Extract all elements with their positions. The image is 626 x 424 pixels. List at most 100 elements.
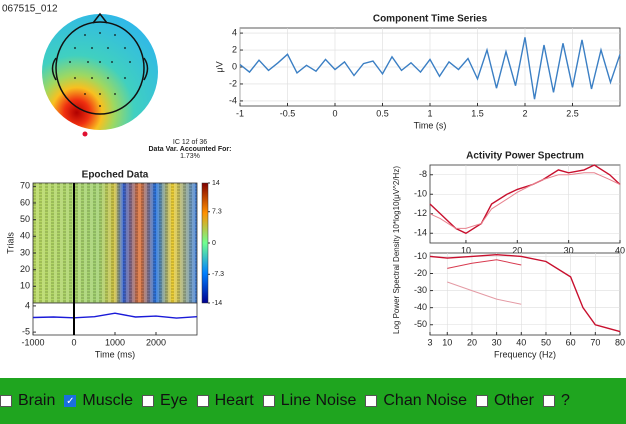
chart-title: Component Time Series: [373, 14, 488, 25]
plot-frame: [429, 164, 621, 244]
y-tick-label: -40: [414, 302, 427, 312]
x-tick-label: 2.5: [566, 108, 579, 118]
y-tick-label: -20: [414, 268, 427, 278]
y-tick-label: -14: [414, 228, 427, 238]
label-checkbox[interactable]: Chan Noise: [365, 392, 467, 410]
figure: 067515_012 IC 12 of 36 Data Var. Account…: [2, 4, 625, 360]
checkbox[interactable]: [262, 395, 275, 407]
plot-frame: [32, 302, 198, 336]
checkbox[interactable]: [365, 395, 378, 407]
x-tick-label: 50: [541, 337, 551, 347]
x-tick-label: -1000: [21, 337, 44, 347]
series-line: [429, 253, 621, 333]
x-tick-label: 1: [427, 108, 432, 118]
x-tick-label: 40: [516, 337, 526, 347]
colorbar-label: 14: [212, 180, 220, 187]
var-value: 1.73%: [180, 153, 200, 160]
checkbox-label: Brain: [18, 392, 56, 409]
x-axis-label: Frequency (Hz): [494, 349, 556, 359]
y-tick-label: 70: [20, 181, 30, 191]
y-tick-label: -10: [414, 189, 427, 199]
checkbox-label: Eye: [160, 392, 188, 409]
y-tick-label: -30: [414, 285, 427, 295]
series-line: [239, 37, 621, 100]
x-tick-label: 30: [492, 337, 502, 347]
x-tick-label: -0.5: [280, 108, 296, 118]
label-checkbox[interactable]: Other: [475, 392, 534, 410]
x-tick-label: 20: [512, 245, 522, 255]
y-tick-label: 40: [20, 231, 30, 241]
x-tick-label: 70: [590, 337, 600, 347]
label-checkbox[interactable]: Eye: [142, 392, 188, 410]
checkbox[interactable]: [0, 395, 12, 407]
x-tick-label: 1000: [105, 337, 125, 347]
ic-label: IC 12 of 36: [173, 139, 207, 146]
y-tick-label: -8: [419, 169, 427, 179]
x-axis-label: Time (ms): [95, 349, 135, 359]
x-tick-label: 1.5: [471, 108, 484, 118]
x-tick-label: 40: [615, 245, 625, 255]
chart-title: Activity Power Spectrum: [466, 151, 584, 162]
y-tick-label: -10: [414, 251, 427, 261]
y-tick-label: 50: [20, 214, 30, 224]
label-checkbox[interactable]: ?: [542, 392, 570, 410]
checkbox[interactable]: [475, 395, 488, 407]
checkbox-label: Heart: [214, 392, 254, 409]
y-tick-label: 2: [232, 44, 237, 54]
y-axis-label: Log Power Spectral Density 10*log10(μV^2…: [392, 166, 401, 334]
plot-frame: [429, 252, 621, 336]
y-tick-label: 30: [20, 247, 30, 257]
colorbar-label: 0: [212, 240, 216, 247]
erp-image-texture: [33, 183, 197, 303]
x-tick-label: 30: [564, 245, 574, 255]
x-tick-label: -1: [236, 108, 244, 118]
series-line: [447, 281, 522, 305]
y-tick-label: -5: [22, 326, 30, 336]
x-tick-label: 0: [71, 337, 76, 347]
y-tick-label: -50: [414, 319, 427, 329]
checkbox-label: ?: [560, 392, 570, 409]
checkbox-label: Chan Noise: [383, 392, 467, 409]
series-line: [32, 312, 198, 319]
label-checkbox[interactable]: Brain: [0, 392, 55, 410]
series-line: [429, 172, 621, 229]
y-tick-label: -4: [229, 95, 237, 105]
y-tick-label: 10: [20, 281, 30, 291]
series-line: [429, 164, 621, 235]
checkbox[interactable]: [542, 395, 555, 407]
y-axis-label: Trials: [5, 232, 15, 254]
y-tick-label: 4: [232, 27, 237, 37]
x-tick-label: 2: [522, 108, 527, 118]
checkbox[interactable]: [142, 395, 155, 407]
y-tick-label: 60: [20, 197, 30, 207]
x-axis-label: Time (s): [414, 120, 447, 130]
colorbar-label: 7.3: [212, 209, 222, 216]
label-checkbox[interactable]: Heart: [196, 392, 254, 410]
checkbox[interactable]: [196, 395, 209, 407]
y-tick-label: 0: [232, 61, 237, 71]
x-tick-label: 60: [566, 337, 576, 347]
x-tick-label: 3: [427, 337, 432, 347]
checkbox-label: Other: [493, 392, 534, 409]
var-label: Data Var. Accounted For:: [149, 146, 232, 153]
window-title: 067515_012: [2, 4, 58, 15]
label-bar: Brain ✓ Muscle Eye Heart Line Noise Chan Noise…: [0, 378, 626, 424]
colorbar-label: -7.3: [212, 271, 224, 278]
label-checkbox[interactable]: ✓ Muscle: [64, 392, 133, 410]
colorbar: [201, 182, 209, 304]
x-tick-label: 20: [467, 337, 477, 347]
y-tick-label: -12: [414, 208, 427, 218]
x-tick-label: 80: [615, 337, 625, 347]
label-checkbox[interactable]: Line Noise: [262, 392, 356, 410]
checkbox[interactable]: ✓: [64, 395, 77, 407]
y-tick-label: -2: [229, 78, 237, 88]
y-axis-label: μV: [214, 61, 224, 72]
x-tick-label: 2000: [146, 337, 166, 347]
x-tick-label: 0.5: [376, 108, 389, 118]
y-tick-label: 4: [25, 300, 30, 310]
chart-title: Epoched Data: [82, 170, 149, 181]
colorbar-label: -14: [212, 300, 222, 307]
series-line: [447, 259, 522, 269]
x-tick-label: 10: [461, 245, 471, 255]
